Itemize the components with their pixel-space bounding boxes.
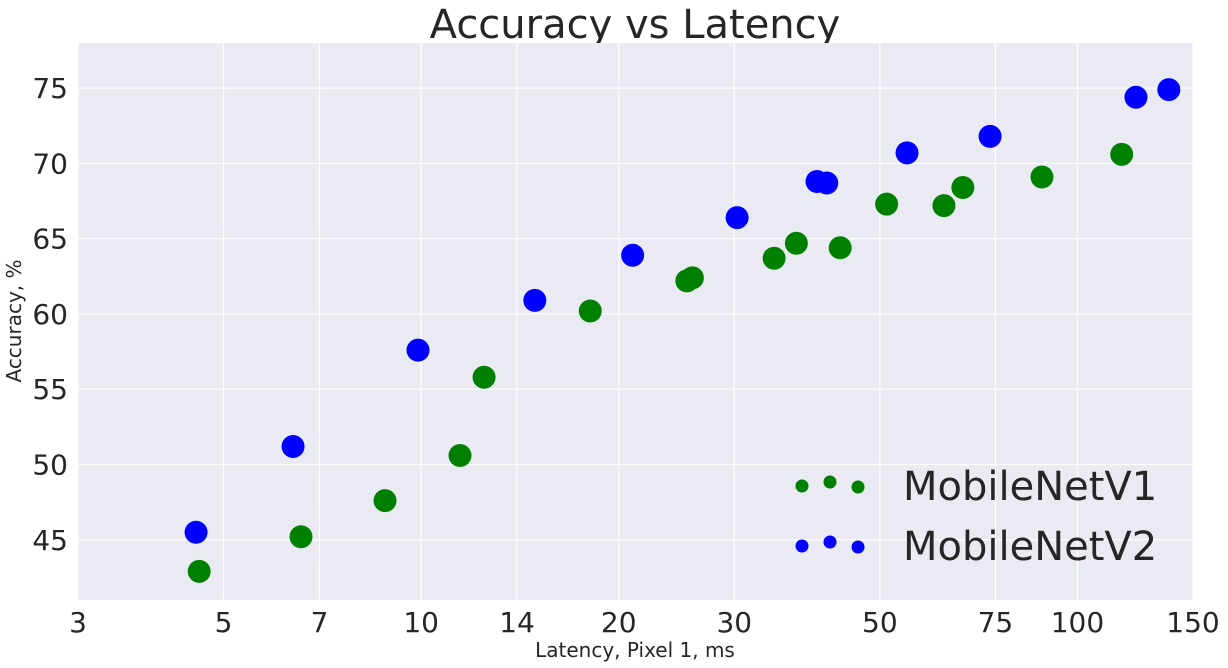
data-point [578,299,602,323]
data-point [1030,165,1054,189]
x-tick-label: 150 [1166,606,1219,639]
series-mobilenetv2 [184,78,1181,544]
y-tick-label: 70 [32,147,68,180]
data-point [680,266,704,290]
data-point [281,434,305,458]
data-point [187,559,211,583]
x-tick-label: 3 [69,606,87,639]
legend-marker [795,479,809,493]
data-point [895,141,919,165]
data-point [448,443,472,467]
y-tick-label: 60 [32,298,68,331]
x-tick-labels: 3 5 7 10 14 20 30 50 75 100 150 [69,606,1220,639]
y-tick-label: 75 [32,72,68,105]
data-point [725,206,749,230]
y-tick-label: 65 [32,223,68,256]
data-point [951,176,975,200]
legend: MobileNetV1 MobileNetV2 [795,464,1157,570]
grid [77,43,1194,600]
data-points [184,78,1181,583]
x-tick-label: 7 [311,606,329,639]
y-tick-label: 45 [32,524,68,557]
legend-entry: MobileNetV1 [795,464,1157,510]
data-point [472,365,496,389]
legend-marker [823,535,837,549]
data-point [875,192,899,216]
legend-marker [851,540,865,554]
data-point [1110,142,1134,166]
x-tick-label: 50 [862,606,898,639]
x-tick-label: 100 [1051,606,1104,639]
y-tick-label: 55 [32,373,68,406]
data-point [406,338,430,362]
x-tick-label: 5 [215,606,233,639]
legend-marker [851,480,865,494]
data-point [784,231,808,255]
data-point [373,489,397,513]
data-point [1157,78,1181,102]
y-tick-labels: 45 50 55 60 65 70 75 [32,72,68,557]
data-point [762,246,786,270]
legend-entry: MobileNetV2 [795,524,1157,570]
series-mobilenetv1 [187,142,1134,583]
data-point [815,171,839,195]
x-axis-label: Latency, Pixel 1, ms [535,638,735,662]
data-point [523,288,547,312]
data-point [184,520,208,544]
data-point [289,525,313,549]
x-tick-label: 14 [499,606,535,639]
data-point [932,194,956,218]
legend-label: MobileNetV1 [903,464,1157,510]
legend-label: MobileNetV2 [903,524,1157,570]
x-tick-label: 30 [716,606,752,639]
x-tick-label: 75 [978,606,1014,639]
data-point [1124,85,1148,109]
legend-marker [823,475,837,489]
plot-area [78,43,1193,600]
y-axis-label: Accuracy, % [2,259,26,382]
data-point [978,124,1002,148]
legend-marker [795,539,809,553]
data-point [828,236,852,260]
chart-title: Accuracy vs Latency [430,2,841,48]
x-tick-label: 10 [403,606,439,639]
y-tick-label: 50 [32,449,68,482]
data-point [621,243,645,267]
x-tick-label: 20 [601,606,637,639]
